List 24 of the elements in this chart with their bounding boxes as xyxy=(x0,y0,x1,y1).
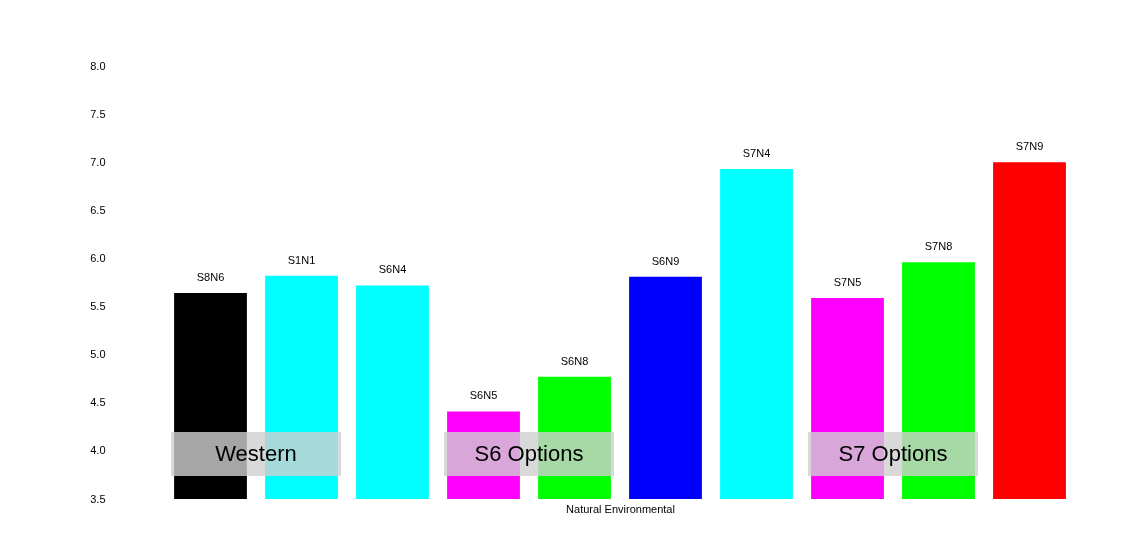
annotation: S7 Options xyxy=(838,441,948,467)
y-tick-label: 6.0 xyxy=(90,251,106,264)
y-tick-label: 8.0 xyxy=(90,59,106,72)
x-tick-label: S6N8 xyxy=(560,354,589,367)
y-tick-label: 5.5 xyxy=(90,300,106,313)
x-tick-label: S6N9 xyxy=(651,254,680,267)
x-tick-label: S7N8 xyxy=(924,240,953,253)
y-tick-label: 4.5 xyxy=(90,396,106,409)
x-axis-title: Natural Environmental xyxy=(566,502,675,515)
x-tick-label: S6N5 xyxy=(469,389,498,402)
y-tick-label: 7.0 xyxy=(90,155,106,168)
y-tick-label: 6.5 xyxy=(90,203,106,216)
annotation: Western xyxy=(215,441,297,467)
x-tick-label: S7N9 xyxy=(1015,140,1044,153)
x-tick-label: S8N6 xyxy=(196,271,225,284)
y-tick-label: 7.5 xyxy=(90,107,106,120)
annotation: S6 Options xyxy=(474,441,584,467)
x-tick-label: S1N1 xyxy=(287,253,316,266)
y-tick-label: 4.0 xyxy=(90,444,106,457)
y-tick-label: 5.0 xyxy=(90,348,106,361)
x-tick-label: S7N4 xyxy=(742,146,771,159)
y-tick-label: 3.5 xyxy=(90,492,106,505)
x-tick-label: S6N4 xyxy=(378,263,407,276)
x-tick-label: S7N5 xyxy=(833,275,862,288)
